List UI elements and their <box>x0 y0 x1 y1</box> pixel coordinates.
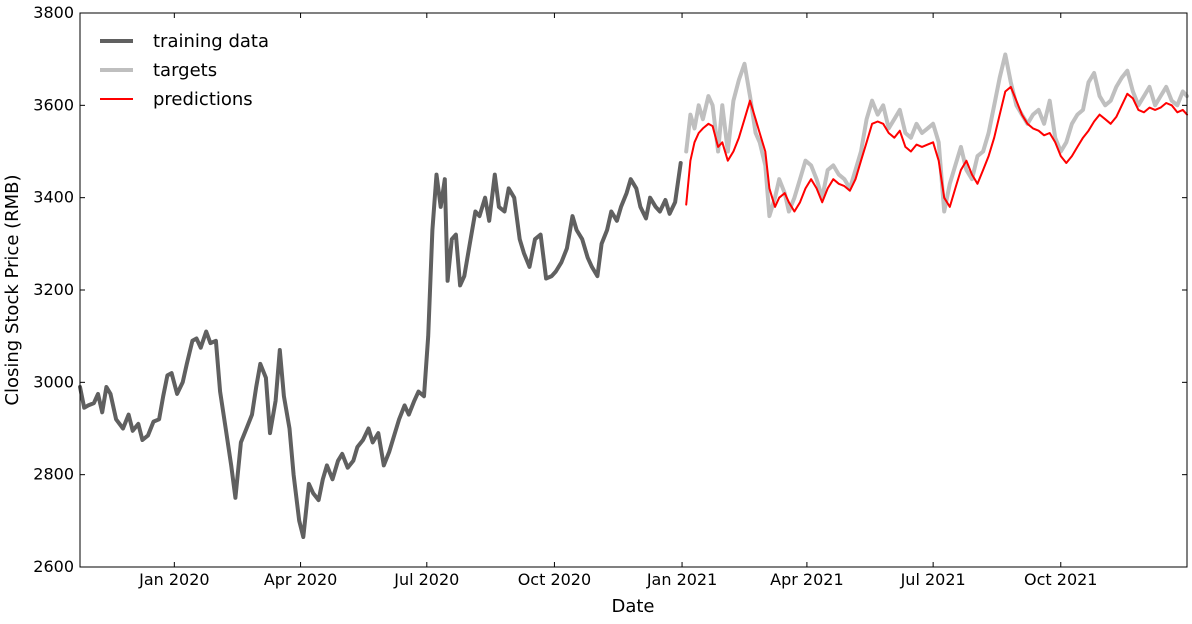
legend-label-predictions: predictions <box>153 89 253 110</box>
y-tick-label: 3000 <box>33 372 74 391</box>
legend-label-training-data: training data <box>153 31 269 52</box>
series-line-targets <box>684 52 1189 219</box>
series-line-training-data <box>78 161 683 539</box>
x-tick-label: Jan 2021 <box>646 570 717 589</box>
x-tick-label: Jan 2020 <box>138 570 209 589</box>
y-axis-label: Closing Stock Price (RMB) <box>2 174 23 405</box>
y-tick-label: 2600 <box>33 557 74 576</box>
y-tick-label: 3800 <box>33 3 74 22</box>
series-line-predictions <box>685 85 1188 213</box>
y-tick-label: 2800 <box>33 465 74 484</box>
legend-label-targets: targets <box>153 60 217 81</box>
x-axis-label: Date <box>611 596 654 617</box>
x-axis: Jan 2020 Apr 2020 Jul 2020 Oct 2020 Jan 2021… <box>138 13 1097 589</box>
y-axis: 2600 2800 3000 3200 3400 3600 3800 <box>33 3 1187 576</box>
y-tick-label: 3200 <box>33 280 74 299</box>
x-tick-label: Jul 2021 <box>900 570 966 589</box>
series-layer <box>78 52 1189 539</box>
y-tick-label: 3400 <box>33 188 74 207</box>
y-tick-label: 3600 <box>33 95 74 114</box>
x-tick-label: Apr 2021 <box>770 570 843 589</box>
x-tick-label: Apr 2020 <box>264 570 337 589</box>
x-tick-label: Oct 2021 <box>1024 570 1097 589</box>
x-tick-label: Oct 2020 <box>518 570 591 589</box>
legend: training data targets predictions <box>100 31 269 110</box>
x-tick-label: Jul 2020 <box>393 570 459 589</box>
